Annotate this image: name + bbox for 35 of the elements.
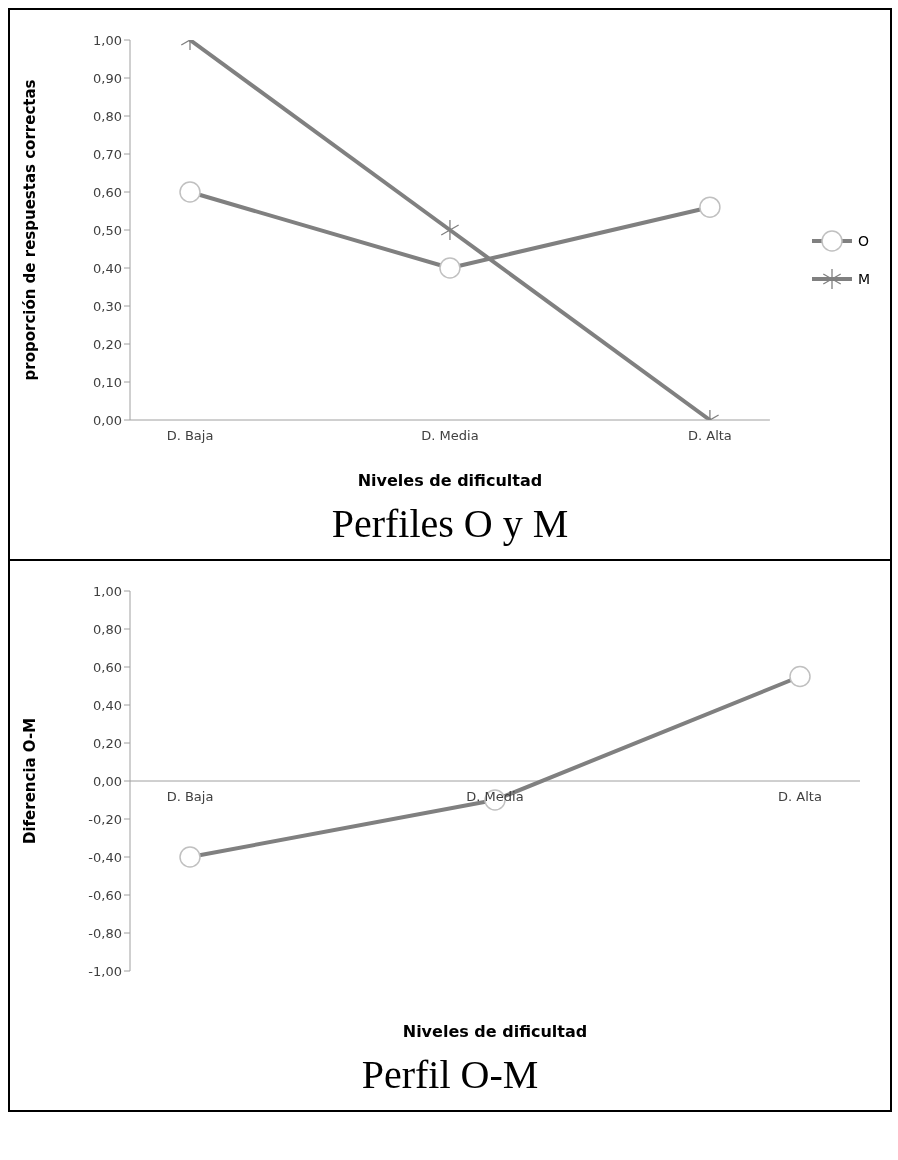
x-tick-label: D. Alta: [778, 789, 822, 804]
y-tick-label: 1,00: [93, 583, 122, 599]
y-tick-label: 0,80: [93, 108, 122, 124]
y-tick-label: -0,20: [88, 811, 122, 827]
y-tick-label: 1,00: [93, 32, 122, 48]
x-axis-title: Niveles de dificultad: [402, 1022, 588, 1041]
x-tick-label: D. Media: [421, 428, 479, 443]
legend-label: O: [857, 233, 869, 249]
y-tick-label: 0,60: [93, 184, 122, 200]
text: Perfil O-M: [360, 1051, 540, 1099]
y-tick-label: 0,20: [93, 735, 122, 751]
y-tick-label: 0,10: [93, 374, 122, 390]
x-tick-label: D. Alta: [687, 428, 732, 443]
y-tick-label: 0,40: [93, 697, 122, 713]
y-axis-title: Diferencia O-M: [21, 717, 40, 845]
x-axis-title: Niveles de dificultad: [357, 471, 543, 490]
y-tick-label: -0,60: [88, 887, 122, 903]
y-tick-label: -1,00: [88, 963, 122, 979]
y-tick-label: -0,40: [88, 849, 122, 865]
y-tick-label: -0,80: [88, 925, 122, 941]
y-tick-label: 0,40: [93, 260, 122, 276]
y-tick-label: 0,00: [93, 773, 122, 789]
y-tick-label: 0,50: [93, 222, 122, 238]
y-tick-label: 0,00: [93, 412, 122, 428]
y-tick-label: 0,20: [93, 336, 122, 352]
y-tick-label: 0,30: [93, 298, 122, 314]
x-tick-label: D. Baja: [166, 428, 214, 443]
y-tick-label: 0,70: [93, 146, 122, 162]
legend-label: M: [857, 271, 870, 287]
y-tick-label: 0,90: [93, 70, 122, 86]
x-tick-label: D. Baja: [166, 789, 214, 804]
text: Perfiles O y M: [330, 500, 570, 548]
y-tick-label: 0,80: [93, 621, 122, 637]
y-tick-label: 0,60: [93, 659, 122, 675]
y-axis-title: proporción de respuestas correctas: [21, 79, 40, 381]
